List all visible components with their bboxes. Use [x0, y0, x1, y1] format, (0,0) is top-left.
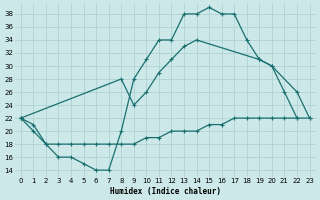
X-axis label: Humidex (Indice chaleur): Humidex (Indice chaleur)	[110, 187, 221, 196]
